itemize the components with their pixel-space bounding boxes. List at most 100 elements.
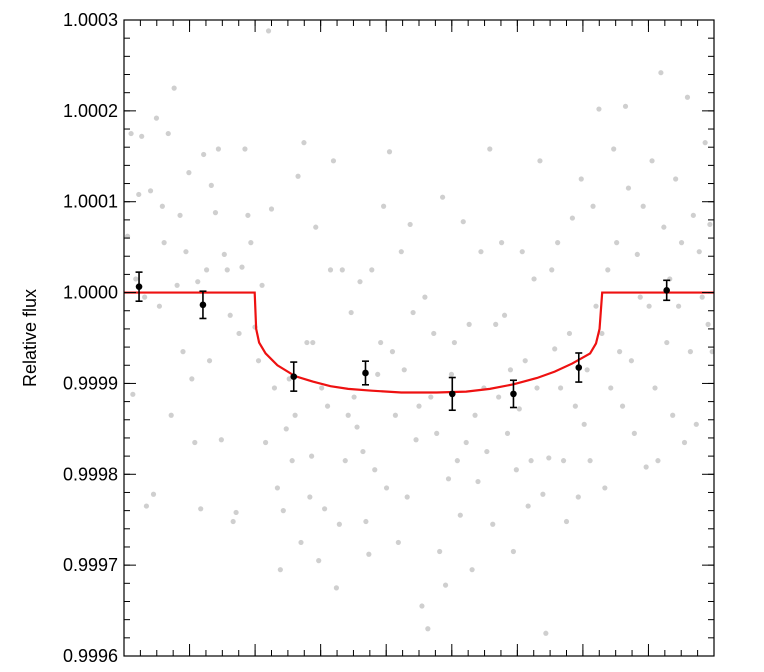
raw-data-point: [221, 251, 227, 258]
raw-data-point: [186, 170, 192, 176]
binned-marker: [199, 301, 207, 309]
raw-data-point: [513, 467, 519, 473]
raw-data-point: [413, 437, 419, 443]
raw-data-point: [224, 267, 230, 273]
raw-data-point: [460, 219, 466, 225]
raw-data-point: [655, 458, 661, 464]
raw-data-point: [150, 491, 157, 497]
raw-data-point: [327, 267, 334, 273]
raw-data-point: [478, 249, 484, 255]
raw-data-point: [661, 224, 667, 230]
raw-data-point: [195, 279, 201, 285]
raw-data-point: [528, 458, 534, 464]
raw-data-points: [124, 28, 714, 636]
raw-data-point: [431, 330, 437, 337]
raw-data-point: [552, 346, 558, 352]
raw-data-point: [599, 330, 605, 337]
raw-data-point: [348, 309, 354, 316]
raw-data-point: [602, 485, 608, 491]
binned-point: [509, 379, 517, 409]
raw-data-point: [419, 603, 425, 609]
raw-data-point: [310, 339, 316, 346]
raw-data-point: [239, 264, 245, 270]
raw-data-point: [410, 309, 416, 316]
raw-data-point: [389, 349, 396, 355]
raw-data-point: [628, 358, 635, 364]
raw-data-point: [268, 206, 275, 212]
raw-data-point: [555, 240, 561, 246]
binned-point: [135, 271, 143, 303]
binned-marker: [135, 283, 143, 290]
y-tick-label: 0.9999: [63, 373, 118, 393]
raw-data-point: [487, 146, 493, 152]
raw-data-point: [339, 267, 345, 273]
raw-data-point: [230, 518, 236, 525]
binned-point: [199, 290, 207, 320]
binned-marker: [362, 369, 369, 377]
raw-data-point: [128, 130, 134, 137]
raw-data-point: [454, 458, 460, 464]
raw-data-point: [466, 321, 472, 327]
raw-data-point: [534, 385, 540, 391]
binned-data-points: [135, 271, 671, 412]
raw-data-point: [472, 412, 478, 418]
raw-data-point: [504, 430, 511, 436]
raw-data-point: [558, 385, 564, 391]
raw-data-point: [451, 339, 457, 346]
raw-data-point: [584, 367, 590, 373]
raw-data-point: [422, 294, 428, 300]
raw-data-point: [177, 212, 183, 218]
raw-data-point: [696, 249, 702, 255]
raw-data-point: [381, 203, 387, 209]
raw-data-point: [165, 130, 171, 137]
raw-data-point: [690, 212, 696, 218]
raw-data-point: [153, 115, 160, 121]
raw-data-point: [705, 321, 711, 327]
raw-data-point: [398, 249, 404, 255]
raw-data-point: [425, 626, 431, 632]
raw-data-point: [304, 339, 310, 346]
raw-data-point: [298, 539, 304, 546]
raw-data-point: [147, 188, 154, 194]
raw-data-point: [684, 94, 691, 100]
raw-data-point: [354, 424, 360, 430]
raw-data-point: [289, 458, 295, 464]
raw-data-point: [378, 339, 384, 346]
raw-data-point: [286, 376, 292, 382]
raw-data-point: [522, 358, 528, 364]
raw-data-point: [643, 464, 649, 470]
raw-data-point: [322, 506, 328, 512]
raw-data-point: [525, 503, 531, 509]
raw-data-point: [401, 367, 407, 373]
raw-data-point: [687, 349, 694, 355]
raw-data-point: [681, 439, 688, 446]
raw-data-point: [324, 403, 331, 409]
y-tick-label: 1.0003: [63, 10, 118, 30]
raw-data-point: [133, 276, 139, 282]
binned-point: [361, 360, 369, 386]
raw-data-point: [614, 240, 620, 246]
raw-data-point: [375, 371, 381, 377]
raw-data-point: [540, 491, 546, 497]
raw-data-point: [490, 521, 496, 527]
raw-data-point: [271, 385, 278, 391]
raw-data-point: [617, 349, 623, 355]
raw-data-point: [259, 282, 265, 288]
transit-model: [124, 291, 714, 394]
raw-data-point: [463, 439, 469, 446]
raw-data-point: [649, 158, 655, 164]
raw-data-point: [407, 221, 413, 228]
raw-data-point: [395, 539, 401, 546]
raw-data-point: [640, 203, 646, 209]
raw-data-point: [566, 330, 573, 337]
raw-data-point: [263, 439, 269, 446]
raw-data-point: [646, 303, 652, 309]
raw-data-point: [445, 476, 452, 482]
raw-data-point: [245, 212, 251, 218]
raw-data-point: [369, 267, 375, 273]
raw-data-point: [336, 521, 342, 527]
raw-data-point: [283, 426, 289, 432]
binned-point: [663, 279, 671, 302]
raw-data-point: [608, 385, 614, 391]
raw-data-point: [510, 548, 516, 555]
